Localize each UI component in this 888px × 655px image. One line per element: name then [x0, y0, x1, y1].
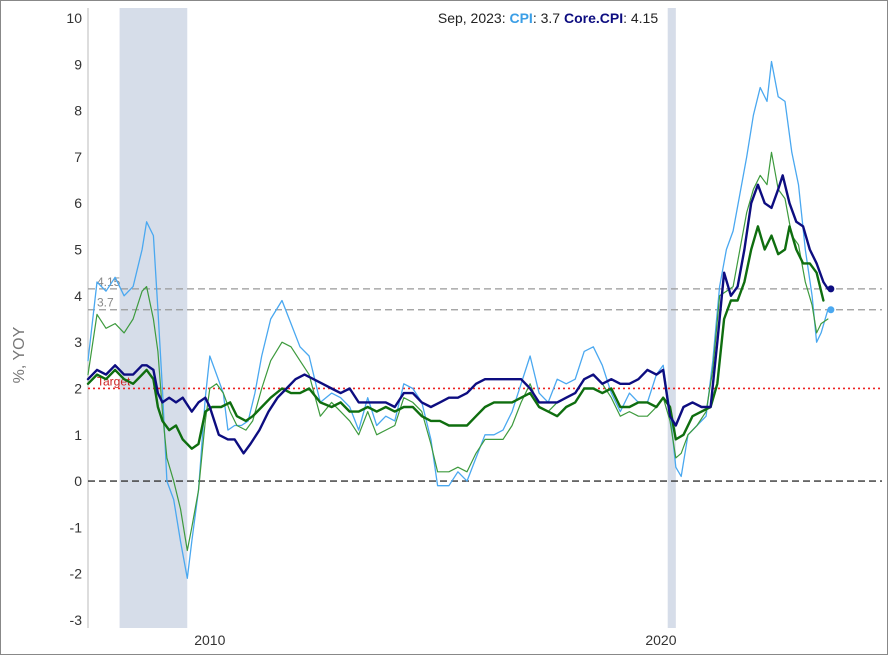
y-axis-tick-labels: -3 -2 -1 0 1 2 3 4 5 6 7 8 9 10	[66, 10, 82, 628]
y-tick-label: 3	[74, 334, 82, 350]
y-tick-label: 8	[74, 103, 82, 119]
tooltip-cpi-name: CPI	[509, 10, 532, 26]
y-axis-label: %, YOY	[11, 326, 28, 383]
recession-band-1	[667, 8, 676, 628]
tooltip-sep-2: :	[533, 10, 541, 26]
y-tick-label: 9	[74, 56, 82, 72]
series-lines[interactable]	[86, 60, 830, 579]
tooltip-sep-3: :	[623, 10, 631, 26]
y-tick-label: 6	[74, 195, 82, 211]
endpoint-marker-core-cpi	[827, 285, 835, 293]
series-line-core-pce[interactable]	[86, 225, 825, 450]
x-tick-label: 2010	[194, 632, 225, 648]
recession-shading-group	[119, 8, 676, 628]
x-axis-tick-labels: 2010 2020	[194, 632, 676, 648]
tooltip-date: Sep, 2023	[438, 10, 502, 26]
reference-line-label: 3.7	[97, 296, 114, 310]
y-tick-label: 0	[74, 473, 82, 489]
y-tick-label: 10	[66, 10, 82, 26]
y-tick-label: -3	[70, 612, 83, 628]
y-tick-label: 1	[74, 427, 82, 443]
y-tick-label: 4	[74, 288, 82, 304]
tooltip-core-name: Core.CPI	[564, 10, 623, 26]
tooltip-sep-1: :	[502, 10, 510, 26]
series-endpoints	[827, 285, 835, 314]
tooltip-cpi-value: 3.7	[541, 10, 561, 26]
endpoint-marker-cpi	[827, 306, 835, 314]
x-tick-label: 2020	[645, 632, 676, 648]
hover-tooltip: Sep, 2023: CPI: 3.7 Core.CPI: 4.15	[438, 10, 658, 26]
tooltip-core-value: 4.15	[631, 10, 658, 26]
series-line-core-cpi[interactable]	[86, 174, 830, 455]
y-tick-label: -1	[70, 519, 83, 535]
y-tick-label: 7	[74, 149, 82, 165]
y-tick-label: 2	[74, 380, 82, 396]
y-tick-label: 5	[74, 242, 82, 258]
y-tick-label: -2	[70, 566, 83, 582]
